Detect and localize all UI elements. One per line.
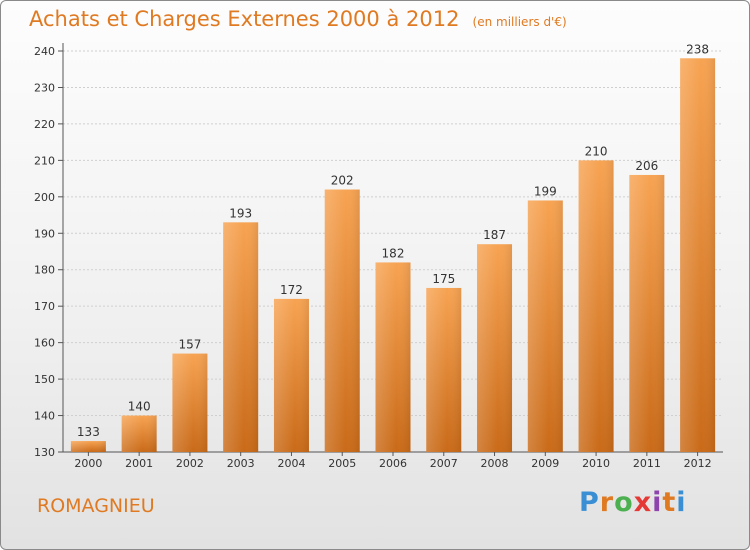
x-tick-label-2004: 2004: [277, 457, 305, 470]
y-tick-label-130: 130: [34, 446, 55, 459]
x-tick-label-2001: 2001: [125, 457, 153, 470]
x-tick-label-2011: 2011: [633, 457, 661, 470]
x-tick-label-2008: 2008: [481, 457, 509, 470]
value-label-2008: 187: [483, 228, 506, 242]
y-tick-label-190: 190: [34, 227, 55, 240]
logo-letter: r: [599, 487, 615, 518]
value-label-2007: 175: [432, 272, 455, 286]
chart-subtitle: (en milliers d'€): [472, 15, 567, 29]
x-tick-label-2010: 2010: [582, 457, 610, 470]
value-label-2004: 172: [280, 283, 303, 297]
bar-shine-2011: [629, 174, 665, 453]
y-tick-label-140: 140: [34, 410, 55, 423]
bar-shine-2000: [70, 441, 106, 452]
x-tick-label-2012: 2012: [684, 457, 712, 470]
value-label-2003: 193: [229, 206, 252, 220]
bar-shine-2010: [578, 160, 614, 452]
value-label-2006: 182: [382, 246, 405, 260]
chart-title-block: Achats et Charges Externes 2000 à 2012 (…: [29, 7, 567, 31]
y-tick-label-220: 220: [34, 118, 55, 131]
x-tick-label-2006: 2006: [379, 457, 407, 470]
bar-shine-2004: [273, 298, 309, 452]
value-label-2010: 210: [585, 144, 608, 158]
value-label-2005: 202: [331, 174, 354, 188]
value-label-2009: 199: [534, 184, 557, 198]
y-tick-label-210: 210: [34, 154, 55, 167]
value-label-2011: 206: [635, 159, 658, 173]
y-tick-label-200: 200: [34, 191, 55, 204]
value-label-2002: 157: [178, 338, 201, 352]
x-tick-label-2002: 2002: [176, 457, 204, 470]
bar-shine-2003: [223, 222, 259, 452]
logo-letter: i: [652, 487, 663, 518]
bar-shine-2012: [680, 58, 716, 453]
bar-shine-2007: [426, 287, 462, 452]
logo-letter: P: [579, 487, 600, 518]
proxiti-logo: Proxiti: [579, 487, 687, 518]
y-tick-label-240: 240: [34, 45, 55, 58]
bar-shine-2006: [375, 262, 411, 452]
value-label-2001: 140: [128, 400, 151, 414]
y-tick-label-160: 160: [34, 337, 55, 350]
y-tick-label-150: 150: [34, 373, 55, 386]
bar-shine-2008: [477, 244, 513, 452]
x-tick-label-2007: 2007: [430, 457, 458, 470]
bar-shine-2005: [324, 189, 360, 452]
logo-letter: o: [614, 487, 634, 518]
bar-shine-2009: [527, 200, 563, 452]
y-tick-label-180: 180: [34, 264, 55, 277]
x-tick-label-2009: 2009: [531, 457, 559, 470]
bar-shine-2002: [172, 353, 208, 452]
x-tick-label-2003: 2003: [227, 457, 255, 470]
x-tick-label-2005: 2005: [328, 457, 356, 470]
bar-shine-2001: [121, 415, 157, 452]
value-label-2012: 238: [686, 42, 709, 56]
y-tick-label-170: 170: [34, 300, 55, 313]
value-label-2000: 133: [77, 425, 100, 439]
x-tick-label-2000: 2000: [74, 457, 102, 470]
y-tick-label-230: 230: [34, 81, 55, 94]
logo-letter: t: [662, 487, 677, 518]
commune-name: ROMAGNIEU: [37, 495, 155, 517]
chart-title: Achats et Charges Externes 2000 à 2012: [29, 7, 460, 31]
logo-letter: i: [676, 487, 687, 518]
logo-letter: x: [633, 487, 653, 518]
